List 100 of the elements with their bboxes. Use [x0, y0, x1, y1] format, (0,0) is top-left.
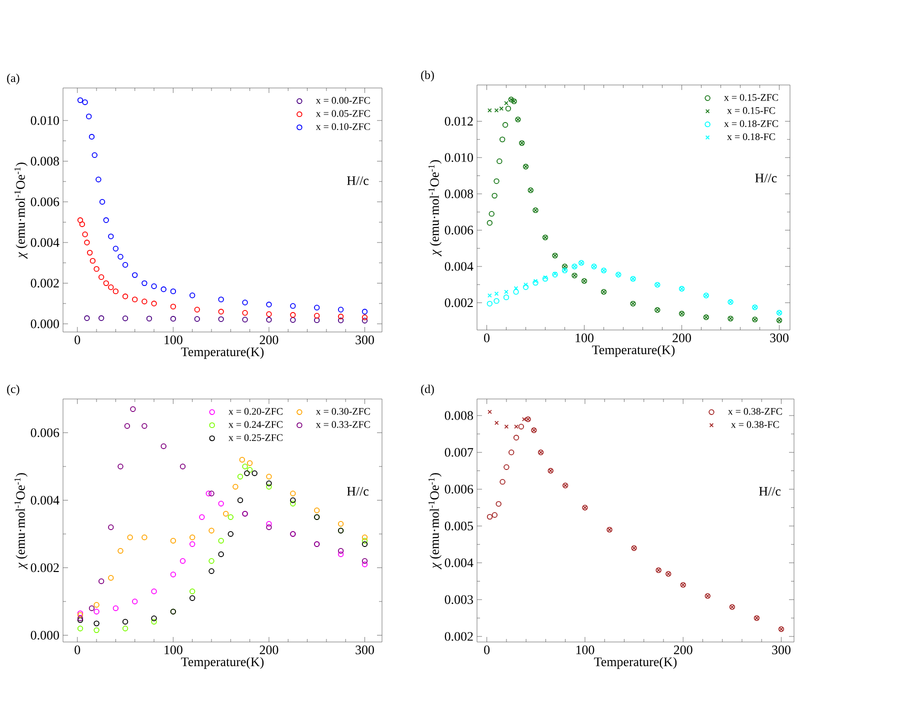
point	[228, 531, 234, 537]
point	[228, 514, 234, 520]
x-tick-label: 0	[484, 646, 490, 654]
chart-title: (a)	[7, 74, 20, 84]
point	[496, 158, 502, 164]
point	[492, 512, 498, 518]
point	[338, 314, 344, 320]
point	[290, 490, 296, 496]
point	[108, 234, 114, 240]
point	[142, 423, 148, 429]
x-tick-label: 100	[164, 646, 182, 654]
point	[486, 514, 493, 520]
point	[488, 108, 492, 113]
point	[142, 534, 148, 540]
point	[127, 534, 133, 540]
point	[132, 598, 138, 604]
point	[314, 508, 320, 514]
point	[170, 538, 176, 544]
point	[218, 296, 224, 302]
y-tick-label: 0.006	[30, 197, 60, 206]
point	[522, 284, 529, 290]
point	[496, 501, 502, 507]
point	[99, 199, 106, 205]
y-tick-label: 0.002	[444, 632, 473, 641]
point	[505, 106, 512, 112]
x-tick-label: 0	[484, 334, 490, 342]
point	[218, 538, 224, 544]
y-tick-label: 0.010	[30, 116, 59, 125]
legend-label: x = 0.05-ZFC	[316, 110, 370, 117]
point	[486, 220, 493, 226]
point	[189, 292, 196, 298]
chart-title: (c)	[7, 384, 20, 396]
y-tick-label: 0.004	[30, 496, 60, 505]
point	[122, 294, 128, 300]
point	[122, 626, 128, 632]
legend-label: x = 0.18-ZFC	[724, 120, 778, 128]
legend-label: x = 0.15-FC	[727, 107, 775, 114]
point	[118, 464, 124, 470]
legend-label: x = 0.20-ZFC	[228, 408, 282, 415]
point	[514, 424, 518, 429]
annotation: H//c	[755, 174, 777, 182]
x-tick-label: 0	[74, 646, 80, 654]
point	[242, 300, 248, 306]
y-tick-label: 0.000	[30, 319, 59, 328]
point	[290, 500, 296, 506]
point	[180, 558, 186, 564]
legend-label: x = 0.30-ZFC	[316, 408, 370, 415]
point	[508, 450, 514, 456]
point	[488, 210, 494, 217]
x-tick-label: 300	[356, 336, 374, 344]
point	[266, 311, 272, 317]
y-tick-label: 0.010	[444, 153, 473, 162]
point	[362, 314, 368, 320]
point	[94, 608, 100, 614]
point	[199, 514, 205, 520]
legend-label: x = 0.15-ZFC	[724, 94, 778, 101]
legend-label: x = 0.24-ZFC	[228, 421, 282, 428]
point	[246, 460, 253, 466]
x-tick-label: 100	[576, 646, 594, 654]
y-tick-label: 0.004	[30, 238, 60, 247]
point	[314, 312, 320, 319]
point	[266, 316, 272, 323]
point	[362, 318, 368, 324]
point	[151, 616, 157, 622]
point	[362, 538, 368, 544]
x-tick-label: 100	[576, 334, 594, 342]
point	[362, 541, 368, 547]
point	[500, 478, 506, 485]
point	[170, 572, 176, 578]
point	[77, 97, 84, 104]
x-tick-label: 200	[260, 336, 278, 344]
legend-label: x = 0.38-ZFC	[728, 408, 782, 415]
point	[524, 282, 528, 287]
point	[518, 424, 524, 430]
point	[82, 232, 88, 238]
point	[130, 406, 136, 412]
point	[500, 136, 506, 142]
point	[151, 300, 157, 306]
point	[206, 490, 212, 496]
point	[151, 283, 157, 290]
point	[504, 100, 508, 106]
point	[362, 534, 368, 540]
point	[533, 278, 538, 284]
point	[118, 548, 124, 554]
y-axis-title: χ (emu·mol$^{-1}$Oe$^{-1}$)	[428, 160, 442, 256]
point	[151, 588, 157, 594]
point	[94, 266, 100, 272]
point	[513, 289, 519, 295]
point	[82, 99, 88, 106]
legend-label: x = 0.25-ZFC	[228, 434, 282, 442]
point	[486, 300, 493, 307]
point	[494, 420, 499, 426]
point	[118, 254, 124, 260]
x-tick-label: 100	[164, 336, 182, 344]
point	[79, 221, 86, 228]
annotation: H//c	[759, 487, 781, 496]
point	[488, 410, 492, 414]
point	[112, 605, 119, 612]
point	[88, 134, 95, 140]
x-tick-label: 200	[672, 334, 691, 342]
